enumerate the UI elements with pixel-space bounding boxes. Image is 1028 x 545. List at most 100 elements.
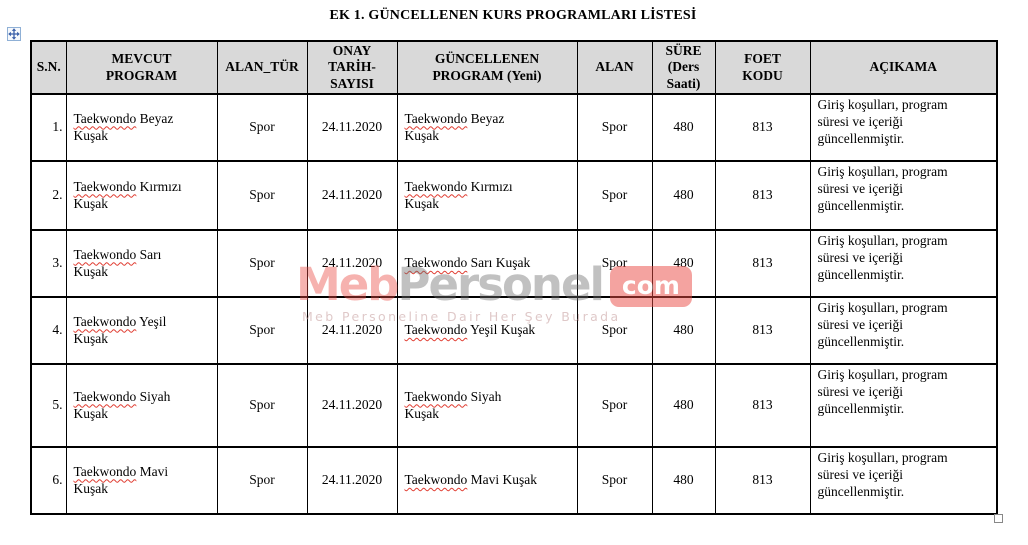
cell-guncellenen-program[interactable]: Taekwondo Beyaz Kuşak bbox=[396, 93, 578, 162]
move-cross-icon bbox=[7, 27, 21, 45]
program-name-rest: Sarı Kuşak bbox=[467, 255, 531, 271]
program-name-rest: Siyah Kuşak bbox=[73, 388, 171, 421]
table-resize-handle[interactable] bbox=[994, 514, 1003, 523]
program-name-rest: Yeşil Kuşak bbox=[467, 322, 536, 338]
cell-foet-kodu[interactable]: 813 bbox=[714, 229, 811, 298]
kurs-programlari-table: S.N. MEVCUT PROGRAM ALAN_TÜR ONAY TARİH-… bbox=[30, 40, 998, 515]
cell-alan-tur[interactable]: Spor bbox=[216, 160, 308, 231]
cell-foet-kodu[interactable]: 813 bbox=[714, 160, 811, 231]
misspelled-word: Taekwondo bbox=[404, 388, 468, 404]
cell-onay-tarih[interactable]: 24.11.2020 bbox=[306, 446, 398, 515]
cell-acikama[interactable]: Giriş koşulları, program süresi ve içeri… bbox=[809, 160, 998, 231]
program-name-rest: Kırmızı Kuşak bbox=[404, 178, 513, 211]
cell-sn[interactable]: 6. bbox=[30, 446, 67, 515]
cell-alan[interactable]: Spor bbox=[576, 296, 653, 365]
column-header-foet-kodu[interactable]: FOET KODU bbox=[714, 40, 811, 95]
cell-mevcut-program[interactable]: Taekwondo Siyah Kuşak bbox=[65, 363, 218, 448]
cell-foet-kodu[interactable]: 813 bbox=[714, 93, 811, 162]
cell-sn[interactable]: 5. bbox=[30, 363, 67, 448]
cell-onay-tarih[interactable]: 24.11.2020 bbox=[306, 160, 398, 231]
misspelled-word: Taekwondo bbox=[404, 322, 468, 338]
misspelled-word: Taekwondo bbox=[73, 313, 137, 329]
cell-sure[interactable]: 480 bbox=[651, 229, 716, 298]
cell-alan[interactable]: Spor bbox=[576, 446, 653, 515]
column-header-sn[interactable]: S.N. bbox=[30, 40, 67, 95]
misspelled-word: Taekwondo bbox=[404, 178, 468, 194]
cell-sure[interactable]: 480 bbox=[651, 296, 716, 365]
cell-acikama[interactable]: Giriş koşulları, program süresi ve içeri… bbox=[809, 363, 998, 448]
column-header-mevcut-program[interactable]: MEVCUT PROGRAM bbox=[65, 40, 218, 95]
cell-alan-tur[interactable]: Spor bbox=[216, 296, 308, 365]
table-row: 5. Taekwondo Siyah Kuşak Spor 24.11.2020… bbox=[30, 363, 998, 448]
cell-sn[interactable]: 3. bbox=[30, 229, 67, 298]
cell-acikama[interactable]: Giriş koşulları, program süresi ve içeri… bbox=[809, 446, 998, 515]
misspelled-word: Taekwondo bbox=[73, 110, 137, 126]
cell-onay-tarih[interactable]: 24.11.2020 bbox=[306, 363, 398, 448]
cell-mevcut-program[interactable]: Taekwondo Sarı Kuşak bbox=[65, 229, 218, 298]
misspelled-word: Taekwondo bbox=[404, 110, 468, 126]
cell-sure[interactable]: 480 bbox=[651, 160, 716, 231]
cell-sure[interactable]: 480 bbox=[651, 93, 716, 162]
cell-sn[interactable]: 2. bbox=[30, 160, 67, 231]
table-row: 4. Taekwondo Yeşil Kuşak Spor 24.11.2020… bbox=[30, 296, 998, 365]
cell-sn[interactable]: 4. bbox=[30, 296, 67, 365]
table-move-handle[interactable] bbox=[7, 27, 21, 41]
column-header-sure[interactable]: SÜRE (Ders Saati) bbox=[651, 40, 716, 95]
cell-acikama[interactable]: Giriş koşulları, program süresi ve içeri… bbox=[809, 229, 998, 298]
program-name-rest: Beyaz Kuşak bbox=[404, 110, 505, 143]
program-name-rest: Siyah Kuşak bbox=[404, 388, 502, 421]
header-row: S.N. MEVCUT PROGRAM ALAN_TÜR ONAY TARİH-… bbox=[30, 40, 998, 95]
cell-foet-kodu[interactable]: 813 bbox=[714, 363, 811, 448]
cell-alan-tur[interactable]: Spor bbox=[216, 446, 308, 515]
cell-sure[interactable]: 480 bbox=[651, 363, 716, 448]
program-name-rest: Mavi Kuşak bbox=[467, 472, 538, 488]
cell-acikama[interactable]: Giriş koşulları, program süresi ve içeri… bbox=[809, 296, 998, 365]
program-name-rest: Beyaz Kuşak bbox=[73, 110, 174, 143]
document-title: EK 1. GÜNCELLENEN KURS PROGRAMLARI LİSTE… bbox=[329, 8, 697, 23]
cell-guncellenen-program[interactable]: Taekwondo Kırmızı Kuşak bbox=[396, 160, 578, 231]
column-header-alan-tur[interactable]: ALAN_TÜR bbox=[216, 40, 308, 95]
misspelled-word: Taekwondo bbox=[73, 463, 137, 479]
column-header-alan[interactable]: ALAN bbox=[576, 40, 653, 95]
cell-alan[interactable]: Spor bbox=[576, 229, 653, 298]
cell-mevcut-program[interactable]: Taekwondo Mavi Kuşak bbox=[65, 446, 218, 515]
misspelled-word: Taekwondo bbox=[404, 255, 468, 271]
table-row: 3. Taekwondo Sarı Kuşak Spor 24.11.2020 … bbox=[30, 229, 998, 298]
misspelled-word: Taekwondo bbox=[73, 246, 137, 262]
table-row: 6. Taekwondo Mavi Kuşak Spor 24.11.2020 … bbox=[30, 446, 998, 515]
cell-guncellenen-program[interactable]: Taekwondo Mavi Kuşak bbox=[396, 446, 578, 515]
cell-mevcut-program[interactable]: Taekwondo Beyaz Kuşak bbox=[65, 93, 218, 162]
cell-guncellenen-program[interactable]: Taekwondo Sarı Kuşak bbox=[396, 229, 578, 298]
program-name-rest: Mavi Kuşak bbox=[73, 463, 169, 496]
cell-alan-tur[interactable]: Spor bbox=[216, 93, 308, 162]
program-name-rest: Kırmızı Kuşak bbox=[73, 178, 182, 211]
cell-alan-tur[interactable]: Spor bbox=[216, 229, 308, 298]
cell-onay-tarih[interactable]: 24.11.2020 bbox=[306, 229, 398, 298]
cell-foet-kodu[interactable]: 813 bbox=[714, 446, 811, 515]
cell-alan[interactable]: Spor bbox=[576, 363, 653, 448]
cell-alan[interactable]: Spor bbox=[576, 160, 653, 231]
cell-onay-tarih[interactable]: 24.11.2020 bbox=[306, 93, 398, 162]
cell-foet-kodu[interactable]: 813 bbox=[714, 296, 811, 365]
cell-mevcut-program[interactable]: Taekwondo Kırmızı Kuşak bbox=[65, 160, 218, 231]
misspelled-word: Taekwondo bbox=[73, 178, 137, 194]
cell-sn[interactable]: 1. bbox=[30, 93, 67, 162]
cell-onay-tarih[interactable]: 24.11.2020 bbox=[306, 296, 398, 365]
cell-sure[interactable]: 480 bbox=[651, 446, 716, 515]
program-name-rest: Sarı Kuşak bbox=[73, 246, 162, 279]
table-row: 2. Taekwondo Kırmızı Kuşak Spor 24.11.20… bbox=[30, 160, 998, 231]
column-header-onay-tarih-sayisi[interactable]: ONAY TARİH- SAYISI bbox=[306, 40, 398, 95]
cell-acikama[interactable]: Giriş koşulları, program süresi ve içeri… bbox=[809, 93, 998, 162]
cell-mevcut-program[interactable]: Taekwondo Yeşil Kuşak bbox=[65, 296, 218, 365]
column-header-acikama[interactable]: AÇIKAMA bbox=[809, 40, 998, 95]
misspelled-word: Taekwondo bbox=[73, 388, 137, 404]
table-row: 1. Taekwondo Beyaz Kuşak Spor 24.11.2020… bbox=[30, 93, 998, 162]
program-name-rest: Yeşil Kuşak bbox=[73, 313, 167, 346]
cell-guncellenen-program[interactable]: Taekwondo Siyah Kuşak bbox=[396, 363, 578, 448]
misspelled-word: Taekwondo bbox=[404, 472, 468, 488]
cell-guncellenen-program[interactable]: Taekwondo Yeşil Kuşak bbox=[396, 296, 578, 365]
column-header-guncellenen-program[interactable]: GÜNCELLENEN PROGRAM (Yeni) bbox=[396, 40, 578, 95]
cell-alan[interactable]: Spor bbox=[576, 93, 653, 162]
cell-alan-tur[interactable]: Spor bbox=[216, 363, 308, 448]
